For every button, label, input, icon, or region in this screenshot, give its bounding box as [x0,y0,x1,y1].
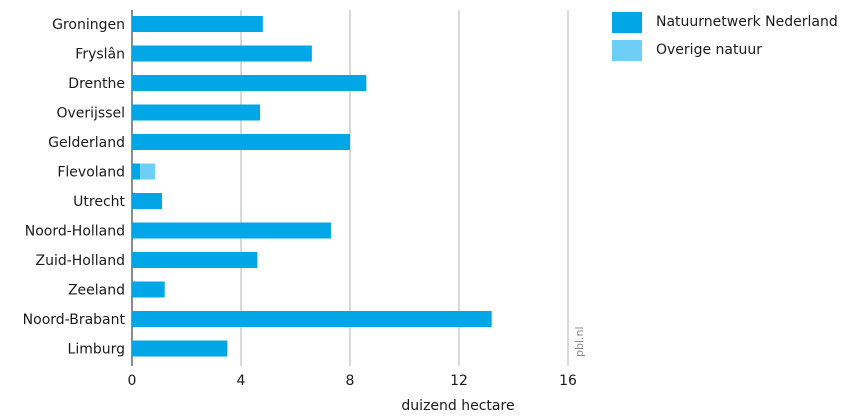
x-tick-label-8: 8 [346,373,355,389]
bar-utrecht-natuurnetwerk-nederland [132,193,162,209]
bar-overijssel-natuurnetwerk-nederland [132,104,261,121]
bar-gelderland-natuurnetwerk-nederland [132,134,350,150]
category-label-drenthe: Drenthe [68,76,125,92]
gridlines [131,10,569,366]
bar-flevoland-natuurnetwerk-nederland [132,163,141,180]
legend-label-overige-natuur: Overige natuur [656,42,762,58]
category-label-limburg: Limburg [68,342,125,358]
x-tick-label-12: 12 [450,373,468,389]
bars [132,16,492,357]
x-axis-title: duizend hectare [401,398,514,414]
bar-flevoland-overige-natuur [140,163,156,180]
category-label-flevoland: Flevoland [57,165,125,181]
x-tick-label-4: 4 [237,373,246,389]
category-label-fryslan: Fryslân [75,47,125,63]
legend-item-natuurnetwerk: Natuurnetwerk Nederland [612,10,838,34]
category-label-utrecht: Utrecht [73,194,125,210]
category-label-noord-holland: Noord-Holland [25,224,125,240]
category-label-groningen: Groningen [52,17,125,33]
legend-label-natuurnetwerk: Natuurnetwerk Nederland [656,14,838,30]
x-tick-label-0: 0 [128,373,137,389]
bar-noord-brabant-natuurnetwerk-nederland [132,311,492,327]
x-tick-label-16: 16 [559,373,577,389]
legend: Natuurnetwerk Nederland Overige natuur [612,10,838,66]
category-label-overijssel: Overijssel [56,106,125,122]
legend-item-overige-natuur: Overige natuur [612,38,838,62]
pbl-credit: pbl.nl [573,326,586,357]
bar-drenthe-natuurnetwerk-nederland [132,75,367,91]
category-labels: Groningen Fryslân Drenthe Overijssel Gelderl… [23,17,126,358]
category-label-gelderland: Gelderland [48,135,125,151]
category-label-noord-brabant: Noord-Brabant [23,312,126,328]
bar-zeeland-natuurnetwerk-nederland [132,281,165,298]
category-label-zeeland: Zeeland [68,283,125,299]
x-tick-labels: 0 4 8 12 16 [128,373,577,389]
legend-swatch-overige-natuur [612,39,642,61]
bar-noord-holland-natuurnetwerk-nederland [132,222,331,239]
bar-groningen-natuurnetwerk-nederland [132,16,263,32]
category-label-zuid-holland: Zuid-Holland [35,253,125,269]
bar-limburg-natuurnetwerk-nederland [132,340,228,357]
bar-fryslan-natuurnetwerk-nederland [132,45,312,62]
legend-swatch-natuurnetwerk [612,11,642,33]
bar-zuid-holland-natuurnetwerk-nederland [132,252,258,268]
